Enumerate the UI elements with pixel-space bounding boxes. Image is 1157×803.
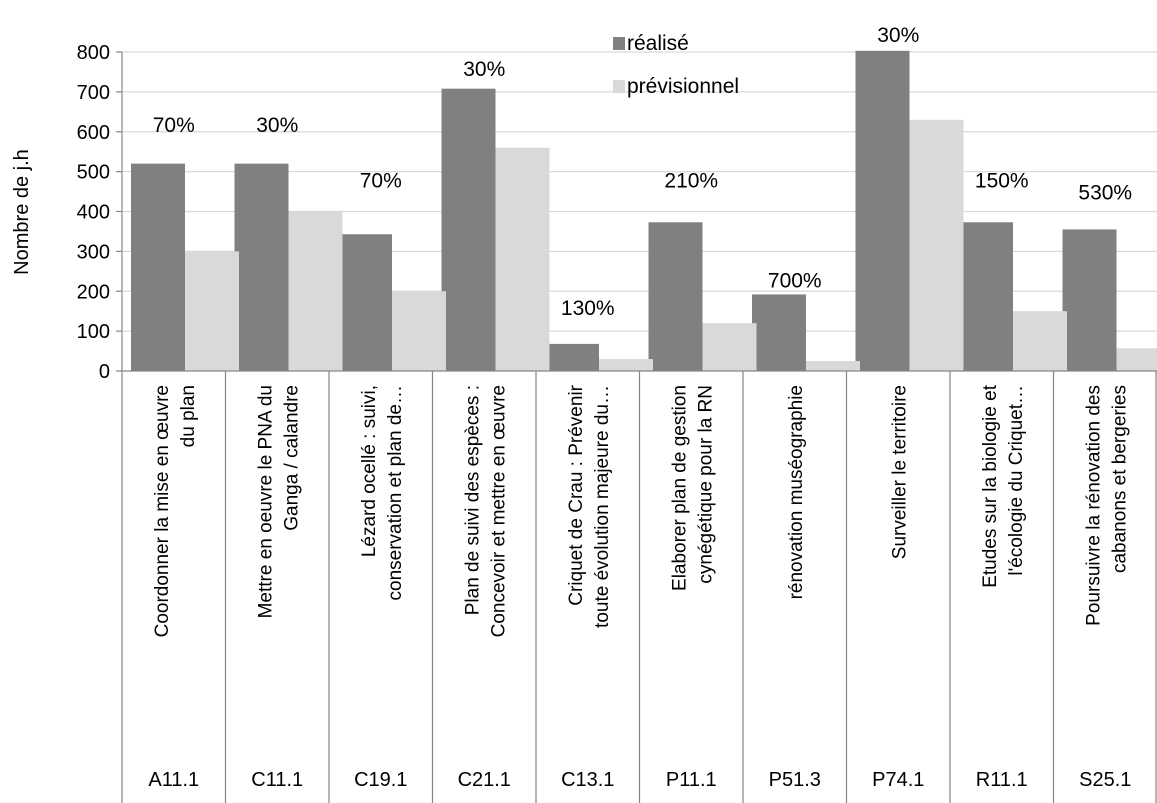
category-code: P11.1 — [666, 769, 717, 791]
percentage-label: 70% — [360, 170, 402, 193]
category-code: R11.1 — [976, 769, 1028, 791]
percentage-label: 30% — [256, 114, 298, 137]
category-label-line: l'écologie du Criquet… — [1006, 385, 1027, 576]
category-label: Plan de suivi des espèces : Concevoir et … — [462, 385, 509, 637]
category-label: rénovation muséographie — [786, 385, 807, 599]
bar-realise — [338, 234, 392, 371]
y-tick-label: 0 — [99, 361, 110, 383]
category-label: Mettre en oeuvre le PNA du Ganga / caland… — [255, 385, 302, 618]
legend: réalisé prévisionnel — [613, 32, 739, 98]
y-tick-label: 600 — [77, 122, 110, 144]
y-tick-label: 500 — [77, 162, 110, 184]
y-axis-ticks: 0 100 200 300 400 500 600 700 800 — [77, 42, 122, 383]
percentage-label: 30% — [877, 24, 919, 47]
percentage-label: 150% — [975, 170, 1029, 193]
category-label-line: Concevoir et mettre en œuvre — [488, 385, 509, 637]
category-label-line: cynégétique pour la RN — [695, 385, 716, 584]
category-label-line: Mettre en oeuvre le PNA du — [255, 385, 276, 618]
category-label-line: Elaborer plan de gestion — [669, 385, 690, 591]
percentage-label: 700% — [768, 269, 822, 292]
category-label: Criquet de Crau : Prévenir toute évolutio… — [566, 384, 613, 628]
category-label-line: Surveiller le territoire — [889, 385, 910, 559]
y-tick-label: 200 — [77, 281, 110, 303]
category-label-line: Lézard ocellé : suivi, — [359, 385, 380, 557]
category-label-line: Etudes sur la biologie et — [980, 384, 1001, 588]
category-label-line: toute évolution majeure du… — [592, 385, 613, 628]
category-label: Surveiller le territoire — [889, 385, 910, 559]
legend-entry: prévisionnel — [627, 75, 739, 98]
percentage-label: 210% — [664, 170, 718, 193]
legend-swatch — [613, 37, 625, 50]
bar-previsionnel — [599, 359, 653, 371]
bar-previsionnel — [1013, 311, 1067, 371]
y-tick-label: 700 — [77, 82, 110, 104]
bar-previsionnel — [392, 291, 446, 371]
bars — [131, 50, 1157, 372]
bar-previsionnel — [495, 147, 550, 371]
bar-realise — [752, 294, 806, 371]
bar-realise — [441, 88, 496, 371]
category-label: Coordonner la mise en œuvre du plan — [152, 385, 199, 637]
percentage-label: 70% — [153, 114, 195, 137]
category-code: P74.1 — [872, 769, 924, 791]
category-labels: Coordonner la mise en œuvre du plan A11.1 M… — [148, 384, 1131, 791]
category-label: Etudes sur la biologie et l'écologie du C… — [980, 384, 1027, 588]
bar-previsionnel — [909, 119, 964, 371]
y-tick-label: 800 — [77, 42, 110, 64]
axes — [121, 52, 1157, 803]
category-label-line: Plan de suivi des espèces : — [462, 385, 483, 615]
percentage-label: 530% — [1078, 182, 1132, 205]
y-tick-label: 300 — [77, 241, 110, 263]
bar-previsionnel — [1116, 348, 1157, 371]
y-axis-label: Nombre de j.h — [11, 149, 33, 275]
category-label-line: Coordonner la mise en œuvre — [152, 385, 173, 637]
bar-previsionnel — [185, 251, 239, 371]
bar-realise — [648, 222, 703, 371]
bar-previsionnel — [702, 323, 757, 371]
category-code: P51.3 — [769, 769, 821, 791]
category-label-line: conservation et plan de… — [385, 385, 406, 600]
bar-realise — [959, 222, 1013, 371]
category-label-line: cabanons et bergeries — [1109, 385, 1130, 573]
bar-previsionnel — [806, 361, 860, 371]
category-label-line: rénovation muséographie — [786, 385, 807, 599]
category-label-line: Ganga / calandre — [281, 385, 302, 531]
percentage-annotations: 70% 30% 70% 30% 130% 210% 700% 30% 150% 530% — [153, 24, 1132, 320]
bar-realise — [131, 163, 185, 371]
percentage-label: 30% — [463, 58, 505, 81]
bar-realise — [855, 50, 910, 372]
category-label-line: du plan — [178, 385, 199, 447]
category-label: Lézard ocellé : suivi, conservation et pl… — [359, 385, 406, 600]
category-code: C13.1 — [561, 769, 614, 791]
bar-realise — [545, 343, 599, 371]
category-code: A11.1 — [148, 769, 199, 791]
y-tick-label: 400 — [77, 202, 110, 224]
category-code: C19.1 — [354, 769, 407, 791]
legend-entry: réalisé — [627, 32, 689, 55]
category-label: Elaborer plan de gestion cynégétique pour… — [669, 385, 716, 591]
bar-realise — [234, 163, 289, 371]
category-label-line: Poursuivre la rénovation des — [1083, 385, 1104, 626]
category-code: S25.1 — [1079, 769, 1131, 791]
bar-previsionnel — [288, 211, 343, 371]
category-label-line: Criquet de Crau : Prévenir — [566, 384, 587, 605]
category-code: C11.1 — [251, 769, 303, 791]
category-label: Poursuivre la rénovation des cabanons et … — [1083, 385, 1130, 626]
bar-realise — [1062, 229, 1117, 371]
percentage-label: 130% — [561, 297, 615, 320]
legend-swatch — [613, 80, 625, 93]
category-code: C21.1 — [458, 769, 511, 791]
y-tick-label: 100 — [77, 321, 110, 343]
